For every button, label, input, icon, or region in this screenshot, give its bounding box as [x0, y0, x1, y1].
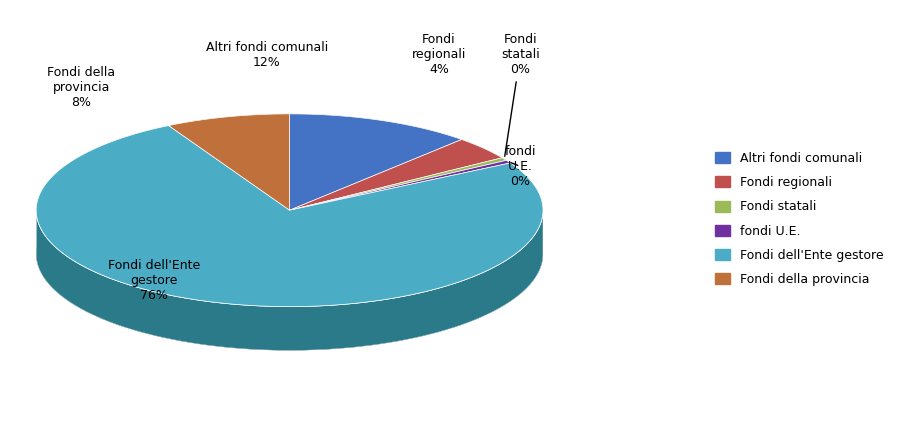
Polygon shape — [168, 114, 290, 210]
Ellipse shape — [36, 158, 543, 350]
Polygon shape — [290, 160, 510, 210]
Polygon shape — [290, 160, 510, 210]
Polygon shape — [36, 126, 543, 307]
Polygon shape — [36, 211, 543, 350]
Text: fondi
U.E.
0%: fondi U.E. 0% — [505, 145, 536, 188]
Text: Fondi della
provincia
8%: Fondi della provincia 8% — [47, 66, 116, 109]
Text: Fondi
regionali
4%: Fondi regionali 4% — [412, 33, 466, 76]
Polygon shape — [290, 158, 507, 210]
Polygon shape — [168, 114, 290, 210]
Text: Fondi dell'Ente
gestore
76%: Fondi dell'Ente gestore 76% — [108, 259, 200, 302]
Legend: Altri fondi comunali, Fondi regionali, Fondi statali, fondi U.E., Fondi dell'Ent: Altri fondi comunali, Fondi regionali, F… — [709, 145, 890, 293]
Polygon shape — [290, 114, 462, 210]
Polygon shape — [290, 114, 462, 210]
Polygon shape — [290, 158, 507, 210]
Ellipse shape — [36, 158, 543, 350]
Polygon shape — [36, 126, 543, 307]
Text: Fondi
statali
0%: Fondi statali 0% — [501, 33, 539, 156]
Text: Altri fondi comunali
12%: Altri fondi comunali 12% — [205, 41, 329, 69]
Polygon shape — [290, 140, 502, 210]
Polygon shape — [290, 140, 502, 210]
